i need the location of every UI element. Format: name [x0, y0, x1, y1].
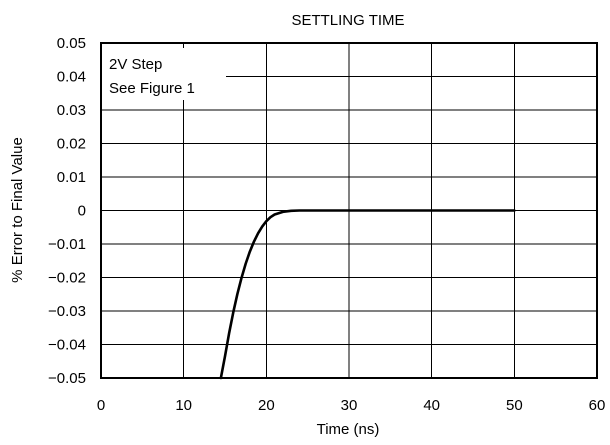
y-tick-label: 0.04 — [57, 69, 86, 86]
y-tick-label: −0.02 — [48, 270, 86, 287]
annotation-background — [102, 48, 226, 100]
y-tick-label: 0.01 — [57, 169, 86, 186]
annotation-line-1: 2V Step — [109, 56, 162, 73]
y-tick-label: −0.01 — [48, 236, 86, 253]
y-tick-label: −0.03 — [48, 303, 86, 320]
y-axis-title: % Error to Final Value — [9, 137, 26, 283]
annotation-line-2: See Figure 1 — [109, 80, 195, 97]
settling-curve — [219, 209, 516, 380]
y-tick-label: −0.05 — [48, 370, 86, 387]
y-tick-label: 0.02 — [57, 136, 86, 153]
y-tick-label: 0 — [78, 203, 86, 220]
plot-frame — [100, 42, 598, 379]
x-tick-label: 20 — [258, 397, 275, 414]
x-tick-label: 50 — [506, 397, 523, 414]
y-tick-labels: 0.05 0.04 0.03 0.02 0.01 0 −0.01 −0.02 −0.03 −0.0… — [48, 35, 86, 387]
x-tick-labels: 0 10 20 30 40 50 60 — [97, 397, 606, 414]
x-axis-title: Time (ns) — [317, 421, 380, 438]
chart-title: SETTLING TIME — [291, 12, 404, 29]
y-tick-label: 0.03 — [57, 102, 86, 119]
x-tick-label: 40 — [423, 397, 440, 414]
x-tick-label: 60 — [589, 397, 606, 414]
x-tick-label: 10 — [175, 397, 192, 414]
x-tick-label: 0 — [97, 397, 105, 414]
y-tick-label: −0.04 — [48, 337, 86, 354]
y-tick-label: 0.05 — [57, 35, 86, 52]
annotation-box: 2V Step See Figure 1 — [102, 48, 226, 100]
x-tick-label: 30 — [341, 397, 358, 414]
